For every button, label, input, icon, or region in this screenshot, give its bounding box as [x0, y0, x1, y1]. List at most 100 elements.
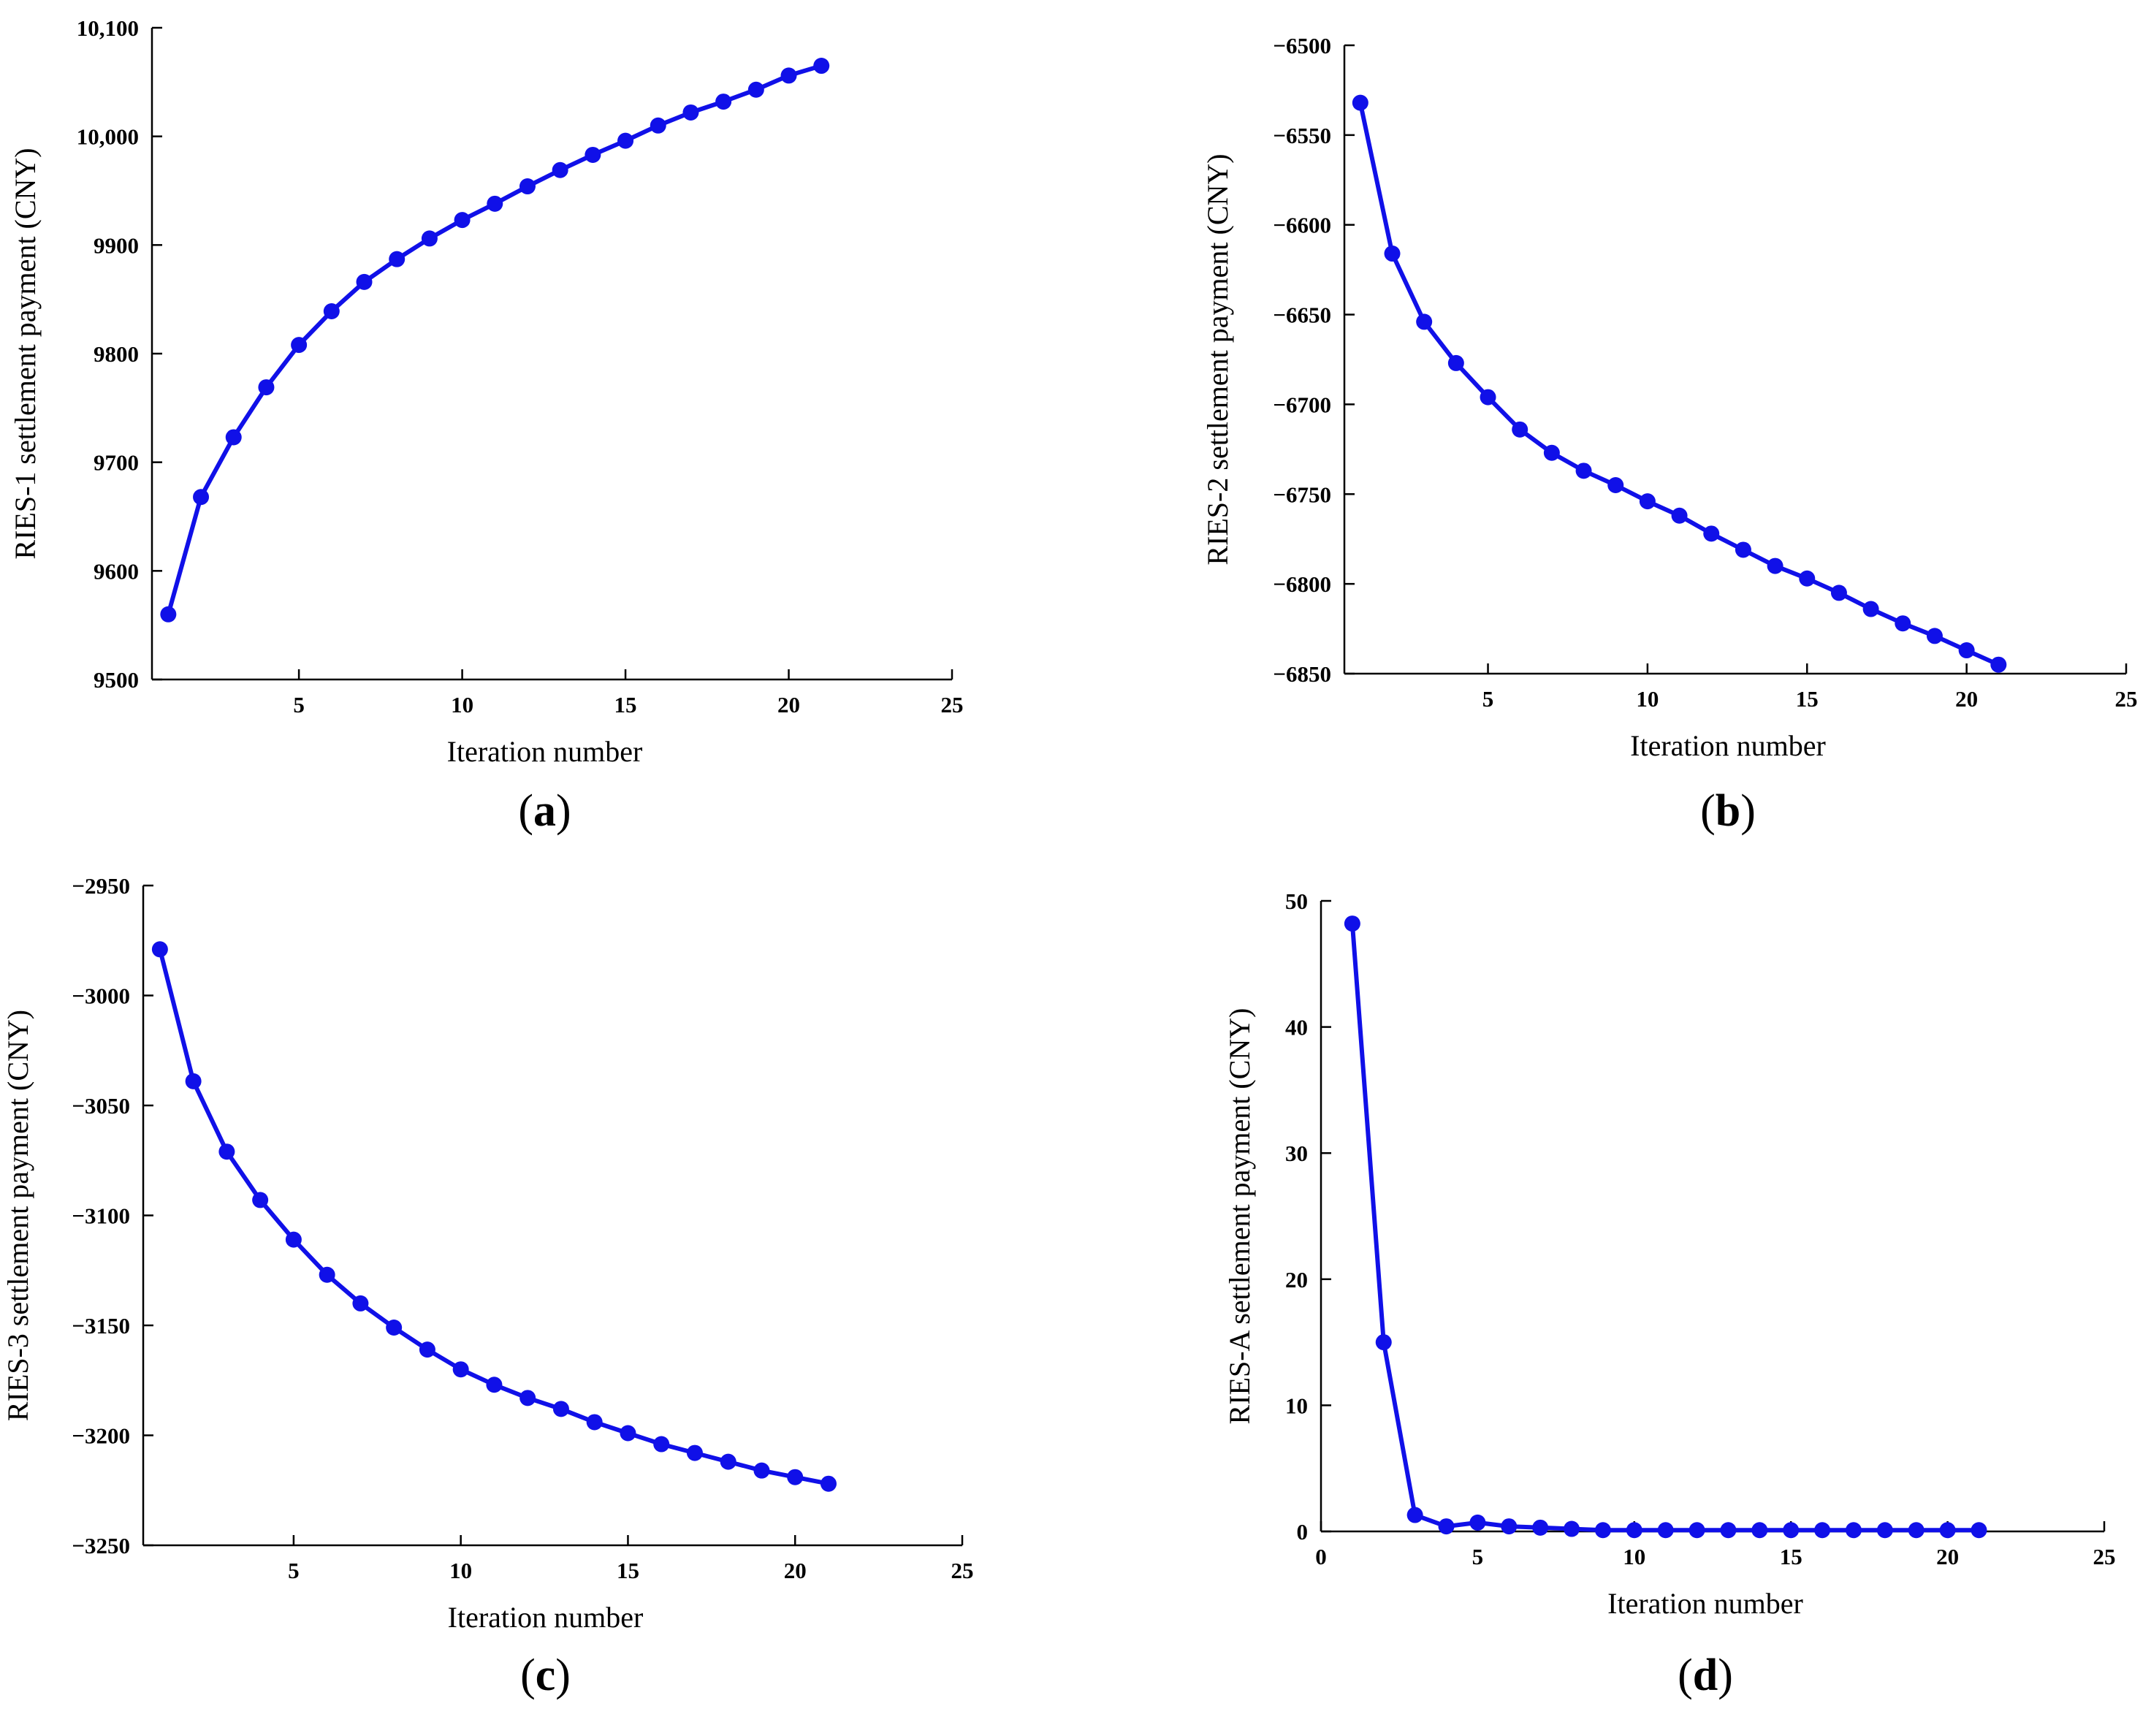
y-tick-label: 9700 [94, 450, 139, 476]
data-point [519, 1390, 536, 1406]
data-point [454, 212, 471, 229]
data-point [1564, 1520, 1580, 1537]
data-point [715, 94, 732, 110]
data-point [352, 1295, 369, 1311]
y-axis-title: RIES-A settlement payment (CNY) [1223, 1008, 1256, 1425]
x-tick-label: 10 [1636, 686, 1659, 712]
y-tick-label: −6650 [1273, 302, 1331, 328]
data-point [386, 1320, 403, 1336]
x-tick-label: 5 [1472, 1544, 1484, 1569]
data-point [1876, 1522, 1893, 1539]
panel-label: (c) [520, 1651, 571, 1700]
data-point [552, 161, 568, 178]
data-point [653, 1436, 670, 1453]
data-point [1720, 1522, 1737, 1539]
x-tick-label: 20 [777, 692, 800, 717]
data-point [1375, 1334, 1392, 1351]
y-tick-label: 9600 [94, 558, 139, 584]
data-point [617, 132, 634, 149]
y-tick-label: −6700 [1273, 392, 1331, 417]
data-point [1607, 477, 1624, 493]
y-tick-label: −6550 [1273, 123, 1331, 148]
data-point [813, 58, 830, 75]
series-line [166, 64, 823, 615]
panel-label: (a) [518, 786, 571, 836]
data-point [389, 251, 406, 267]
data-point [1438, 1518, 1455, 1535]
data-point [1532, 1519, 1549, 1536]
data-point [1799, 570, 1816, 587]
data-point [650, 117, 666, 134]
data-point [1895, 615, 1911, 632]
x-tick-label: 15 [617, 1558, 639, 1583]
data-point [151, 941, 168, 958]
y-tick-label: 20 [1285, 1267, 1308, 1293]
data-point [285, 1231, 302, 1248]
data-point [519, 178, 536, 195]
series-line [1358, 102, 2000, 667]
x-tick-label: 25 [951, 1558, 974, 1583]
data-point [1469, 1514, 1486, 1531]
data-point [686, 1444, 703, 1461]
data-point [747, 81, 764, 98]
data-point [1830, 585, 1847, 601]
data-point [258, 379, 275, 396]
panel-a: 5 10 15 20 25 9500 9600 9700 9800 9900 10,000 10,10… [9, 15, 964, 836]
data-point [1862, 601, 1879, 617]
x-axis-title: Iteration number [447, 735, 643, 768]
data-point [1751, 1522, 1768, 1539]
y-tick-label: −6500 [1273, 33, 1331, 58]
data-point [1908, 1522, 1925, 1539]
data-point [1352, 94, 1368, 111]
x-tick-label: 20 [1936, 1544, 1959, 1569]
y-tick-label: 40 [1285, 1015, 1308, 1040]
data-point [1447, 354, 1464, 371]
y-tick-label: −3100 [72, 1203, 130, 1229]
x-tick-label: 20 [1955, 686, 1978, 712]
x-tick-label: 20 [784, 1558, 807, 1583]
data-point [1767, 557, 1783, 574]
data-point [419, 1341, 435, 1358]
data-point [452, 1361, 469, 1378]
x-tick-label: 10 [451, 692, 473, 717]
x-tick-label: 0 [1315, 1544, 1327, 1569]
data-point [323, 303, 340, 320]
data-point [1926, 628, 1943, 644]
x-tick-label: 15 [1780, 1544, 1802, 1569]
data-point [1480, 389, 1496, 406]
data-point [1703, 525, 1720, 542]
y-tick-label: −6600 [1273, 213, 1331, 238]
series-line [157, 948, 829, 1486]
x-tick-label: 25 [941, 692, 964, 717]
data-point [291, 337, 308, 354]
x-axis-title: Iteration number [1630, 729, 1826, 762]
x-tick-label: 25 [2115, 686, 2138, 712]
data-point [319, 1266, 335, 1283]
y-tick-label: 10,000 [77, 124, 139, 150]
data-point [586, 1414, 603, 1431]
data-point [1512, 421, 1528, 438]
data-point [1845, 1522, 1862, 1539]
y-tick-label: 50 [1285, 888, 1308, 914]
y-tick-label: 9800 [94, 341, 139, 367]
data-point [1575, 462, 1592, 479]
x-tick-label: 15 [614, 692, 637, 717]
data-point [1671, 507, 1688, 524]
x-tick-label: 25 [2093, 1544, 2116, 1569]
data-point [820, 1475, 837, 1492]
data-point [753, 1462, 770, 1479]
data-point [1406, 1507, 1423, 1523]
x-tick-label: 15 [1796, 686, 1819, 712]
data-point [1990, 656, 2007, 673]
panel-b: 5 10 15 20 25 −6500 −6550 −6600 −6650 −6700 −6750 −… [1201, 33, 2138, 836]
y-tick-label: 10,100 [77, 15, 139, 41]
data-point [585, 146, 601, 163]
data-point [356, 273, 373, 290]
data-point [1939, 1522, 1956, 1539]
y-tick-label: 9900 [94, 232, 139, 258]
data-point [787, 1469, 804, 1485]
data-point [1657, 1522, 1674, 1539]
data-point [620, 1425, 636, 1442]
y-tick-label: 30 [1285, 1141, 1308, 1166]
data-point [185, 1073, 202, 1089]
